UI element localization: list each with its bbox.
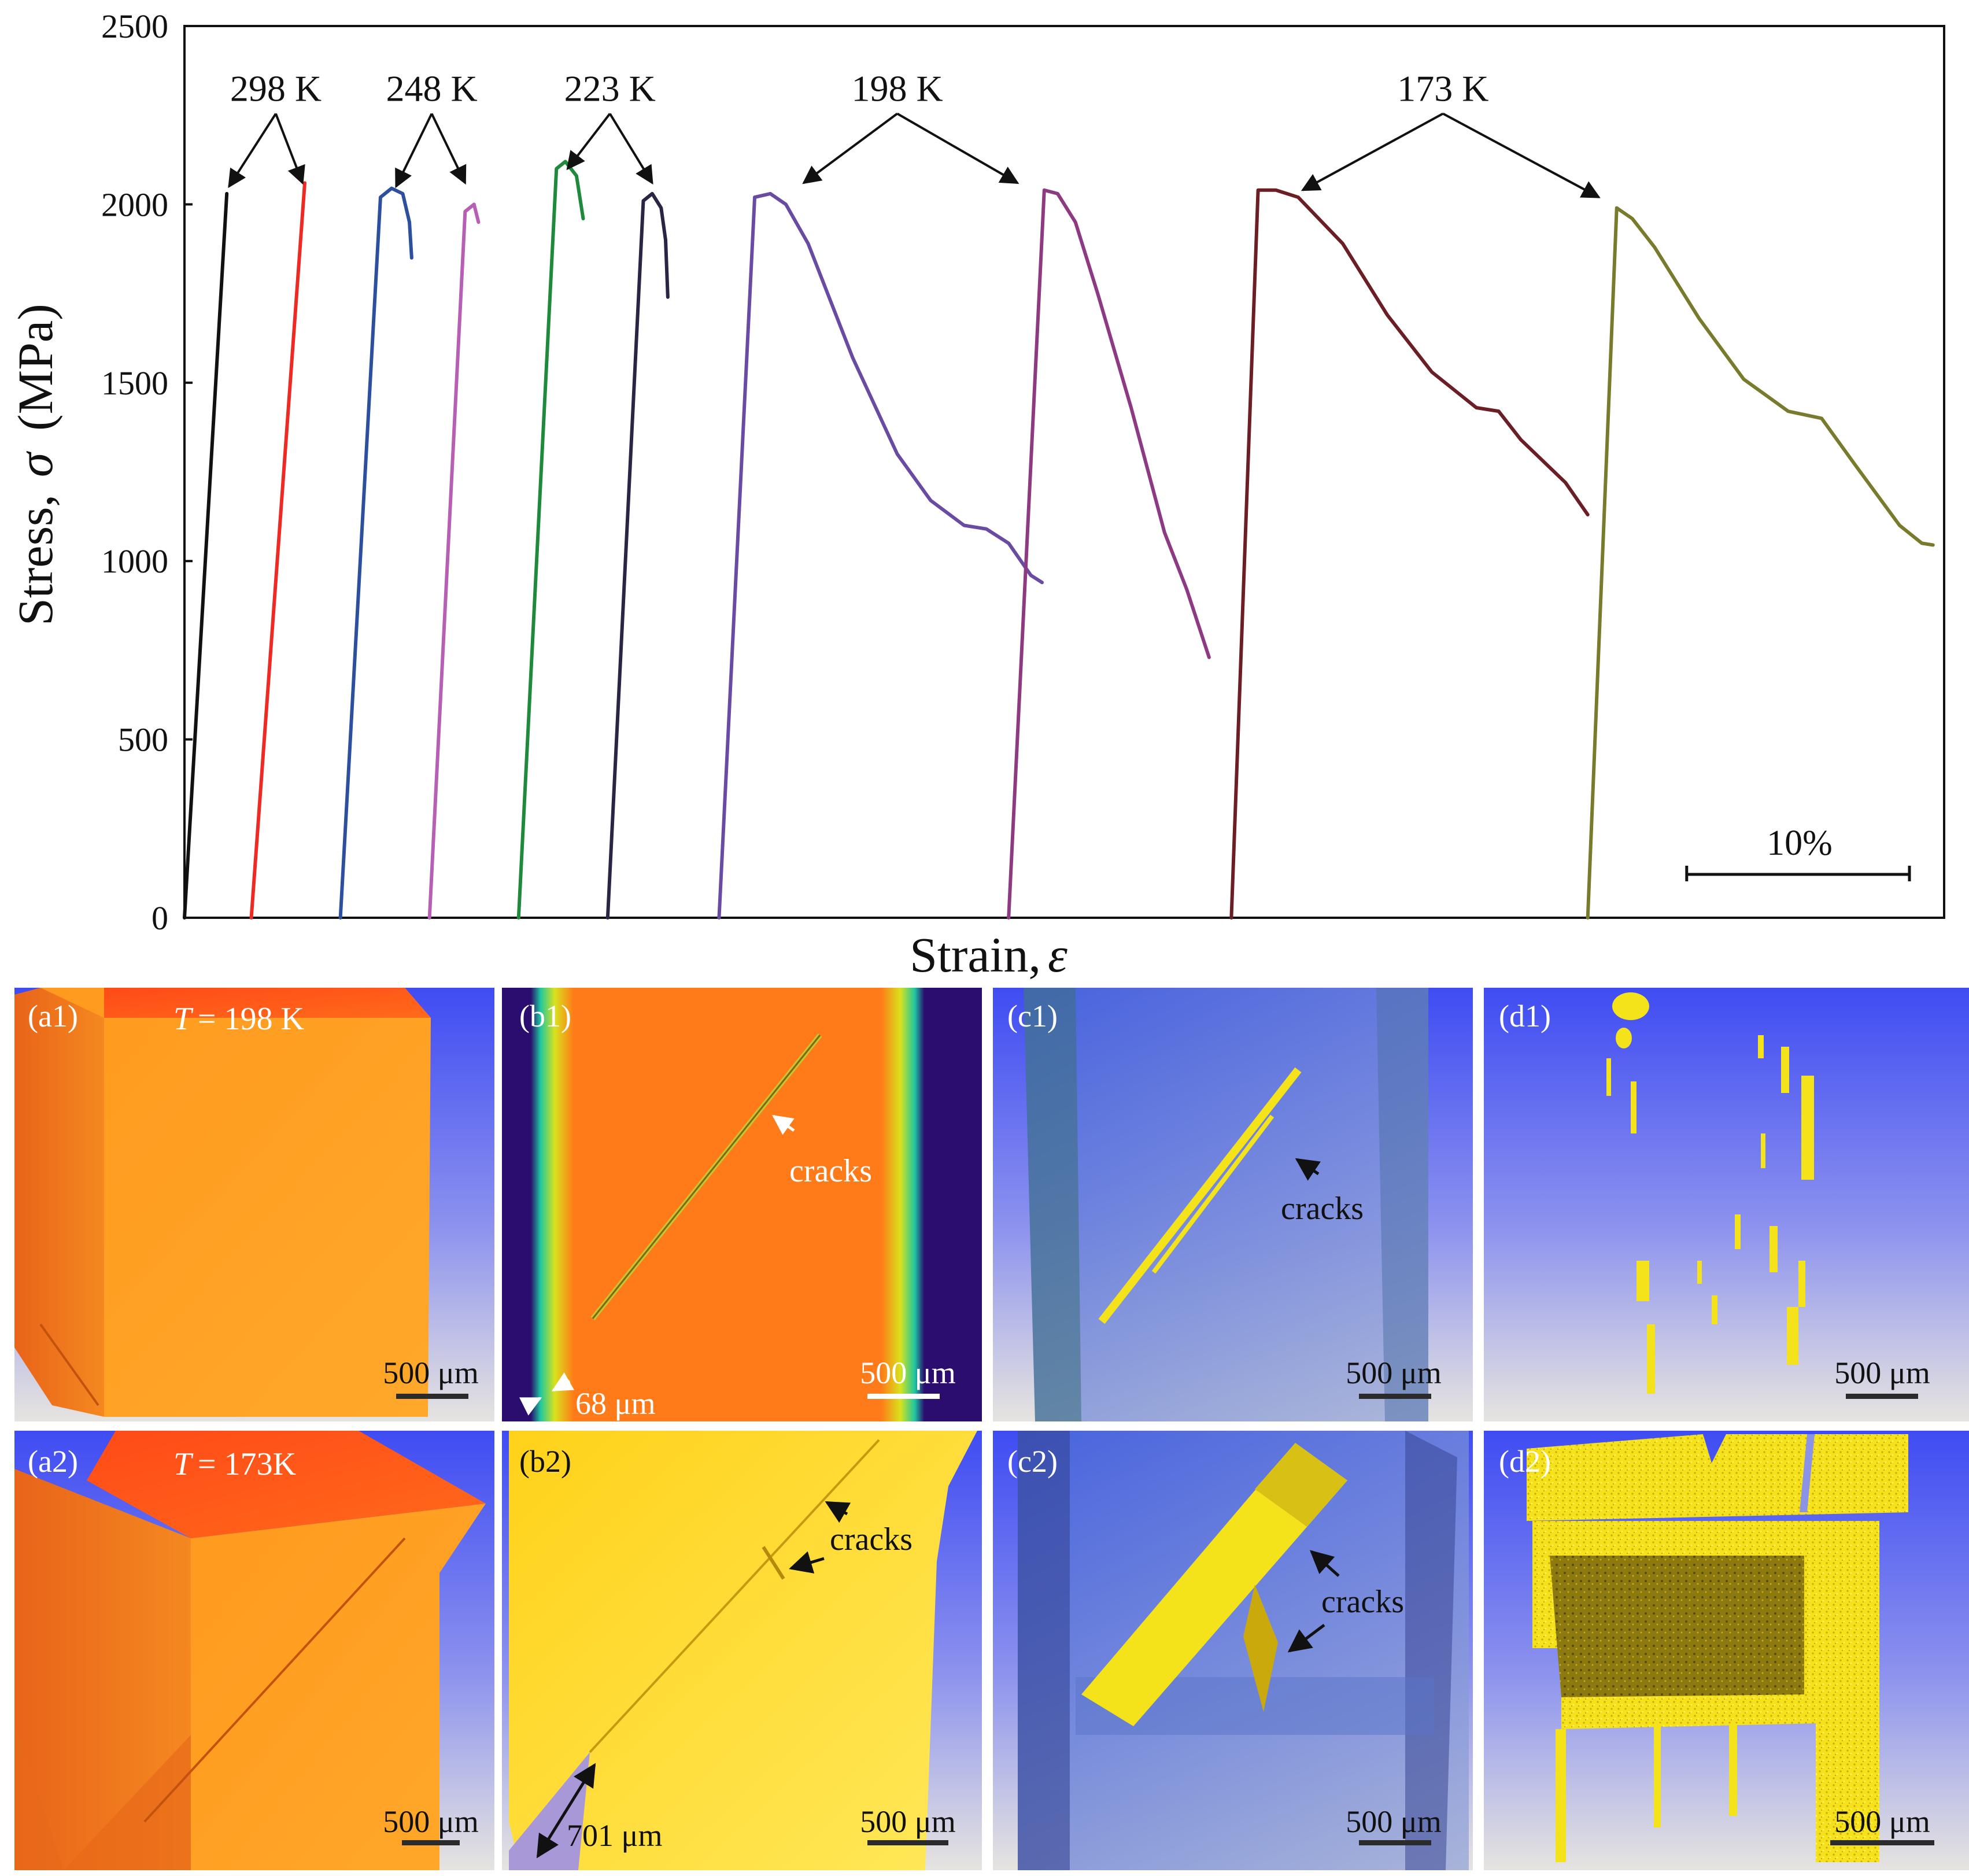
scale-bar-text: 500 μm <box>383 1356 478 1390</box>
scale-bar <box>1830 1840 1934 1845</box>
scale-bar-10pct: 10% <box>1685 823 1911 881</box>
annotation-arrow <box>1301 112 1444 191</box>
annotation-arrow <box>228 113 277 189</box>
scale-bar-text: 500 μm <box>383 1804 478 1839</box>
scale-bar <box>402 1840 460 1845</box>
temperature-value: = 173K <box>198 1446 296 1482</box>
annotation-arrow <box>609 113 653 185</box>
x-axis-label: Strain, <box>910 927 1041 983</box>
series-line-248-k-2- <box>427 202 481 919</box>
scale-bar-text: 500 μm <box>1834 1804 1930 1839</box>
panel-label: (d1) <box>1499 999 1551 1033</box>
scale-bar <box>396 1394 468 1399</box>
y-axis-unit: (MPa) <box>8 304 63 431</box>
y-axis-symbol: σ <box>8 450 63 477</box>
series-line-248-k-1- <box>338 186 413 919</box>
panel-label: (d2) <box>1499 1444 1551 1479</box>
temperature-annotations: 298 K 248 K 223 K 198 K 173 K <box>228 68 1601 198</box>
scale-bar <box>1846 1394 1918 1399</box>
series-line-223-k-1- <box>516 160 585 919</box>
stress-strain-chart: 0 500 1000 1500 2000 2500 298 K 248 K 223 K 198 … <box>8 8 1945 983</box>
series-line-298-k-2- <box>249 181 307 919</box>
panel-c1: cracks (c1) 500 μm <box>993 988 1473 1421</box>
panel-label: (b2) <box>519 1444 571 1479</box>
y-axis-ticks: 0 500 1000 1500 2000 2500 <box>101 8 193 937</box>
width-measure: 68 μm <box>575 1386 655 1421</box>
y-tick-label: 1500 <box>101 364 168 402</box>
series-line-198-k-2- <box>1007 188 1211 919</box>
series-line-173-k-2- <box>1586 206 1935 919</box>
y-tick-label: 0 <box>152 899 168 937</box>
cracks-label: cracks <box>1281 1191 1364 1227</box>
cracks-label: cracks <box>830 1522 913 1557</box>
panel-label: (a2) <box>28 1444 78 1479</box>
temperature-label: 223 K <box>564 68 656 109</box>
panel-label: (c2) <box>1007 1444 1058 1479</box>
y-tick-label: 2500 <box>101 8 168 45</box>
scale-bar-text: 500 μm <box>860 1804 955 1839</box>
temperature-symbol: T <box>173 1446 194 1482</box>
x-axis-symbol: ε <box>1048 927 1067 983</box>
temperature-label: 198 K <box>851 68 943 109</box>
panel-label: (b1) <box>519 999 571 1033</box>
scale-bar-text: 500 μm <box>1834 1356 1930 1390</box>
panel-label: (a1) <box>28 999 78 1033</box>
panel-d1: (d1) 500 μm <box>1484 988 1969 1421</box>
annotation-arrow <box>896 112 1019 184</box>
scale-bar-text: 500 μm <box>860 1356 955 1390</box>
series-group <box>183 160 1935 919</box>
annotation-arrow <box>430 113 467 185</box>
scale-bar-text: 500 μm <box>1346 1356 1441 1390</box>
temperature-symbol: T <box>173 1001 194 1037</box>
panel-b2: cracks 701 μm (b2) 500 μm <box>502 1431 982 1870</box>
series-line-298-k-1- <box>183 191 229 919</box>
scale-bar <box>867 1840 948 1845</box>
plot-frame <box>183 25 1945 919</box>
scale-bar <box>1359 1394 1431 1399</box>
y-axis-label: Stress, <box>8 494 63 626</box>
temperature-value: = 198 K <box>198 1001 304 1037</box>
scale-bar <box>867 1394 940 1399</box>
series-line-173-k-1- <box>1229 188 1590 919</box>
temperature-label: 173 K <box>1397 68 1488 109</box>
series-line-223-k-2- <box>605 191 670 919</box>
panel-label: (c1) <box>1007 999 1058 1033</box>
panel-d2: (d2) 500 μm <box>1484 1431 1969 1870</box>
series-line-198-k-1- <box>717 191 1044 919</box>
temperature-label: 248 K <box>386 68 477 109</box>
annotation-arrow <box>395 113 433 189</box>
panel-a2: (a2) T = 173K 500 μm <box>14 1431 494 1870</box>
cracks-label: cracks <box>789 1153 872 1189</box>
annotation-arrow <box>566 113 611 171</box>
scale-bar-label: 10% <box>1767 823 1833 863</box>
annotation-arrow <box>802 112 898 184</box>
annotation-arrow <box>275 113 305 185</box>
y-axis-label-group: Stress, σ (MPa) <box>8 304 63 626</box>
length-measure: 701 μm <box>567 1818 662 1853</box>
cracks-label: cracks <box>1321 1584 1404 1620</box>
y-tick-label: 1000 <box>101 542 168 580</box>
temperature-label: 298 K <box>230 68 322 109</box>
scale-bar-text: 500 μm <box>1346 1804 1441 1839</box>
y-tick-label: 2000 <box>101 186 168 223</box>
panel-a1: (a1) T = 198 K 500 μm <box>14 988 494 1421</box>
annotation-arrow <box>1442 112 1601 198</box>
y-tick-label: 500 <box>118 721 168 759</box>
panel-b1: cracks (b1) 68 μm 500 μm <box>502 988 982 1421</box>
panel-c2: cracks (c2) 500 μm <box>993 1431 1473 1870</box>
scale-bar <box>1359 1840 1431 1845</box>
